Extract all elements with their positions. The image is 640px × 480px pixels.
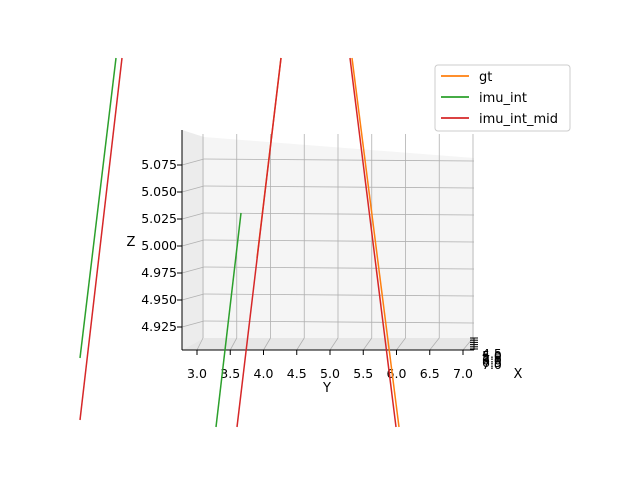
y-tick-label: 3.0 (187, 366, 207, 381)
z-side-grid-line (181, 239, 205, 247)
legend-label-imu_int_mid: imu_int_mid (479, 112, 558, 127)
tick-marks (177, 164, 478, 355)
z-side-grid-line (181, 293, 205, 301)
x-axis-label: X (514, 367, 523, 382)
x-tick-label: 5.5 (482, 350, 502, 365)
z-grid-line (203, 212, 475, 216)
z-tick-label: 5.025 (141, 211, 177, 226)
y-tick-label: 5.0 (320, 366, 340, 381)
x-tick-label: 5.0 (482, 348, 502, 363)
z-side-grid-line (181, 185, 205, 193)
z-tick-label: 4.950 (141, 292, 177, 307)
y-tick-label: 7.0 (453, 366, 473, 381)
tick-labels: 3.0 3.5 4.0 4.5 5.0 5.5 6.0 6.5 7.04.9254.9504.9… (141, 157, 502, 381)
y-tick-label: 4.5 (287, 366, 307, 381)
legend: gt imu_int imu_int_mid (434, 64, 571, 132)
back-pane (204, 137, 474, 338)
z-side-grid-line (181, 266, 205, 274)
y-floor-grid-line (329, 337, 339, 351)
z-side-grid-line (181, 212, 205, 220)
imu-int-mid-line-right (349, 57, 397, 428)
floor-pane (182, 338, 474, 350)
y-floor-grid-line (263, 337, 271, 351)
z-grid-line (203, 266, 475, 270)
z-tick-label: 4.925 (141, 319, 177, 334)
z-side-grid-line (181, 320, 205, 328)
legend-frame (434, 64, 571, 132)
y-floor-grid-line (396, 337, 406, 351)
z-grid-line (203, 293, 475, 297)
y-tick-label: 6.5 (420, 366, 440, 381)
x-tick-label: 6.0 (482, 353, 502, 368)
legend-label-gt: gt (479, 70, 492, 85)
imu-int-line-center (215, 212, 242, 428)
y-axis-label: Y (322, 381, 331, 396)
grid-lines (181, 134, 475, 351)
y-floor-grid-line (229, 337, 238, 351)
z-grid-line (203, 158, 475, 162)
z-grid-line (203, 185, 475, 189)
legend-label-imu_int: imu_int (479, 91, 527, 106)
imu-int-line-left (79, 57, 117, 359)
imu-int-mid-line-left (79, 57, 123, 421)
imu-int-mid-line-center (236, 57, 282, 428)
z-tick-label: 4.975 (141, 265, 177, 280)
y-tick-label: 5.5 (353, 366, 373, 381)
x-tick-label: 6.5 (482, 355, 502, 370)
trajectories (79, 57, 400, 428)
y-floor-grid-line (196, 337, 204, 351)
y-tick-label: 3.5 (220, 366, 240, 381)
y-floor-grid-line (429, 337, 440, 351)
x-tick-label: 4.5 (482, 346, 502, 361)
y-tick-label: 4.0 (254, 366, 274, 381)
z-axis-label: Z (127, 235, 136, 250)
left-pane (182, 130, 204, 350)
z-tick-label: 5.050 (141, 184, 177, 199)
z-side-grid-line (181, 158, 205, 166)
z-tick-label: 5.000 (141, 238, 177, 253)
gt-line-right (351, 57, 400, 428)
x-tick-label: 7.0 (482, 357, 502, 372)
z-grid-line (203, 239, 475, 243)
z-tick-label: 5.075 (141, 157, 177, 172)
y-floor-grid-line (296, 337, 305, 351)
y-floor-grid-line (362, 337, 373, 351)
